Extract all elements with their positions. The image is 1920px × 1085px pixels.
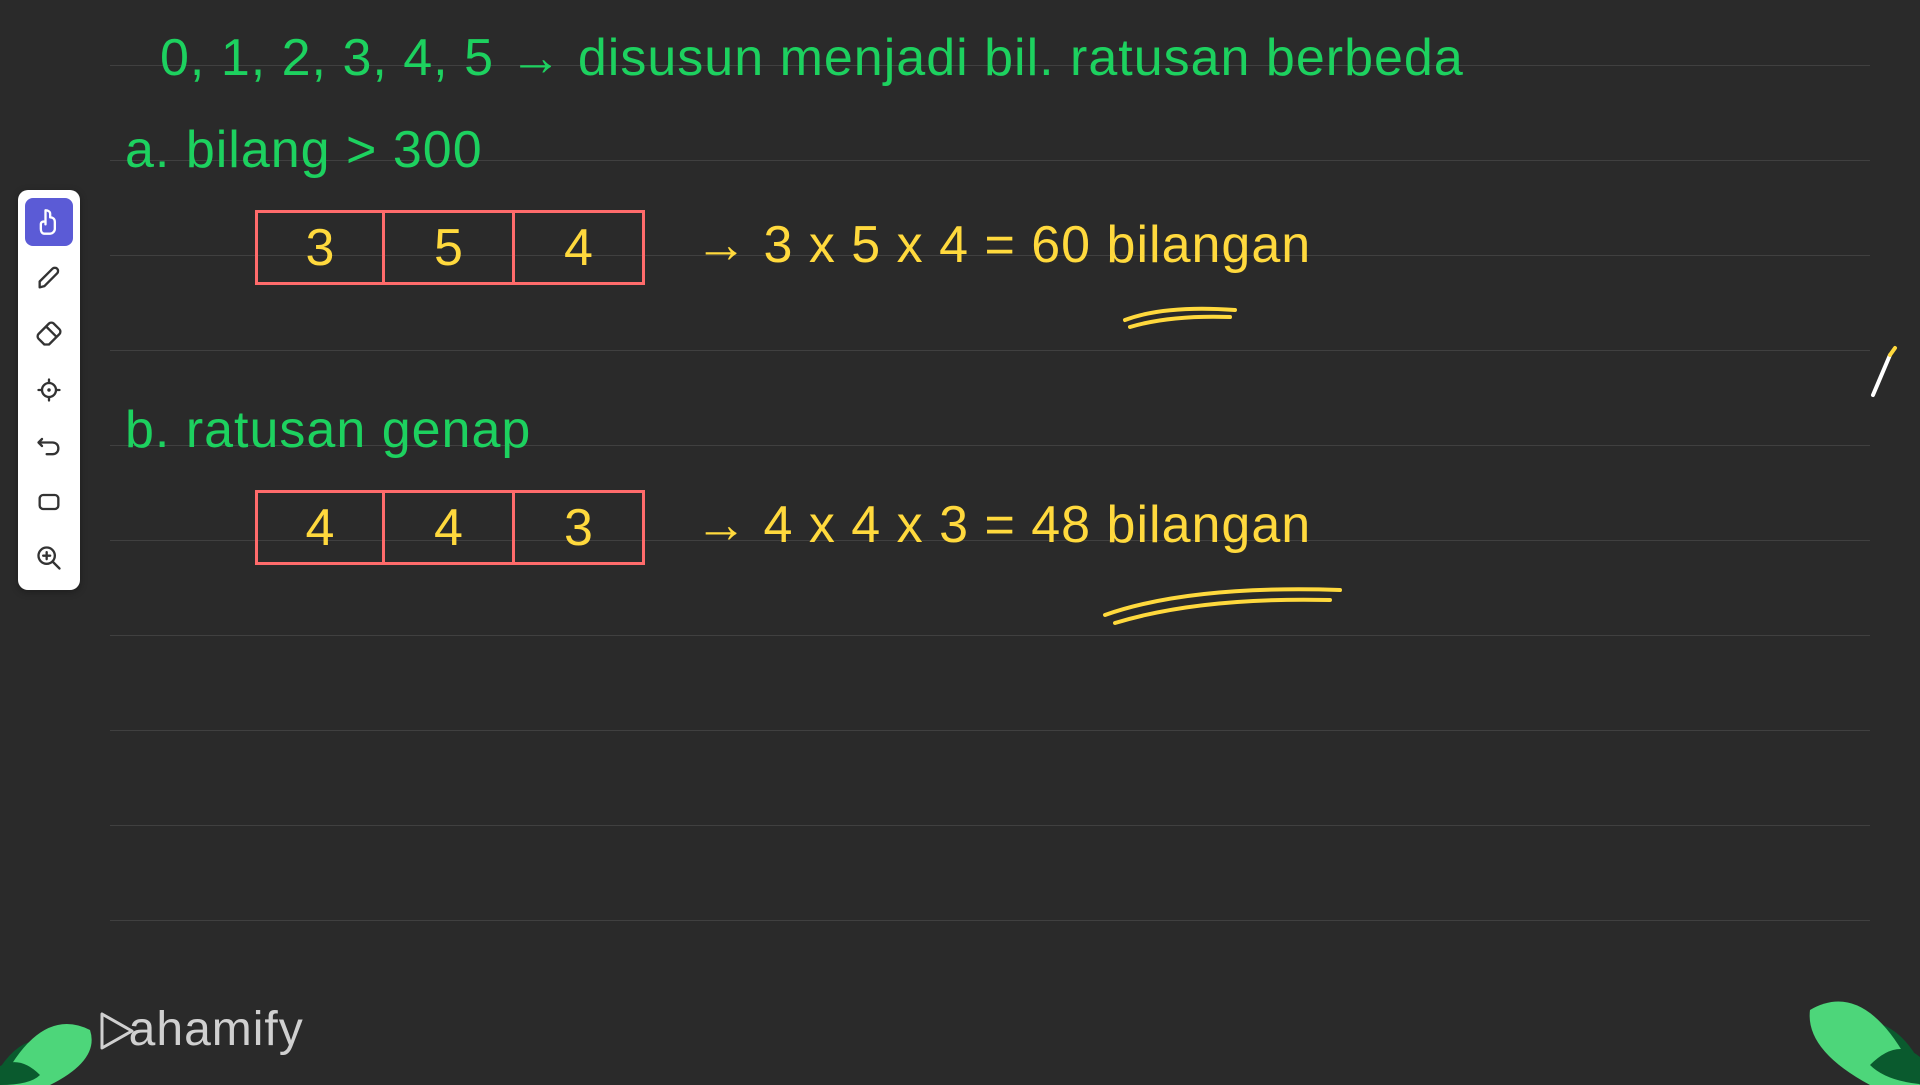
underline-swoosh — [1090, 575, 1350, 635]
part-b-label: b. ratusan genap — [125, 400, 531, 460]
target-icon — [35, 376, 63, 404]
title-text: 0, 1, 2, 3, 4, 5 → disusun menjadi bil. … — [160, 28, 1464, 88]
box-cell: 5 — [385, 210, 515, 285]
eraser-tool-button[interactable] — [25, 310, 73, 358]
underline-swoosh — [1115, 295, 1245, 340]
part-b-boxes: 4 4 3 — [255, 490, 645, 565]
pen-icon — [35, 264, 63, 292]
shape-icon — [35, 488, 63, 516]
leaf-decoration-icon — [1740, 915, 1920, 1085]
logo-text: ahamify — [129, 1003, 304, 1056]
part-a-label: a. bilang > 300 — [125, 120, 483, 180]
pen-indicator-icon — [1865, 345, 1900, 405]
part-b-calc: → 4 x 4 x 3 = 48 bilangan — [695, 495, 1311, 555]
shape-tool-button[interactable] — [25, 478, 73, 526]
undo-tool-button[interactable] — [25, 422, 73, 470]
undo-icon — [35, 432, 63, 460]
toolbar — [18, 190, 80, 590]
zoom-tool-button[interactable] — [25, 534, 73, 582]
target-tool-button[interactable] — [25, 366, 73, 414]
pen-tool-button[interactable] — [25, 254, 73, 302]
box-cell: 4 — [385, 490, 515, 565]
eraser-icon — [35, 320, 63, 348]
box-cell: 3 — [255, 210, 385, 285]
leaf-decoration-icon — [0, 945, 150, 1085]
part-a-boxes: 3 5 4 — [255, 210, 645, 285]
whiteboard-canvas[interactable]: 0, 1, 2, 3, 4, 5 → disusun menjadi bil. … — [0, 0, 1920, 1085]
part-a-calc: → 3 x 5 x 4 = 60 bilangan — [695, 215, 1311, 275]
box-cell: 4 — [255, 490, 385, 565]
box-cell: 4 — [515, 210, 645, 285]
pointer-tool-button[interactable] — [25, 198, 73, 246]
box-cell: 3 — [515, 490, 645, 565]
pointer-icon — [35, 208, 63, 236]
zoom-icon — [35, 544, 63, 572]
